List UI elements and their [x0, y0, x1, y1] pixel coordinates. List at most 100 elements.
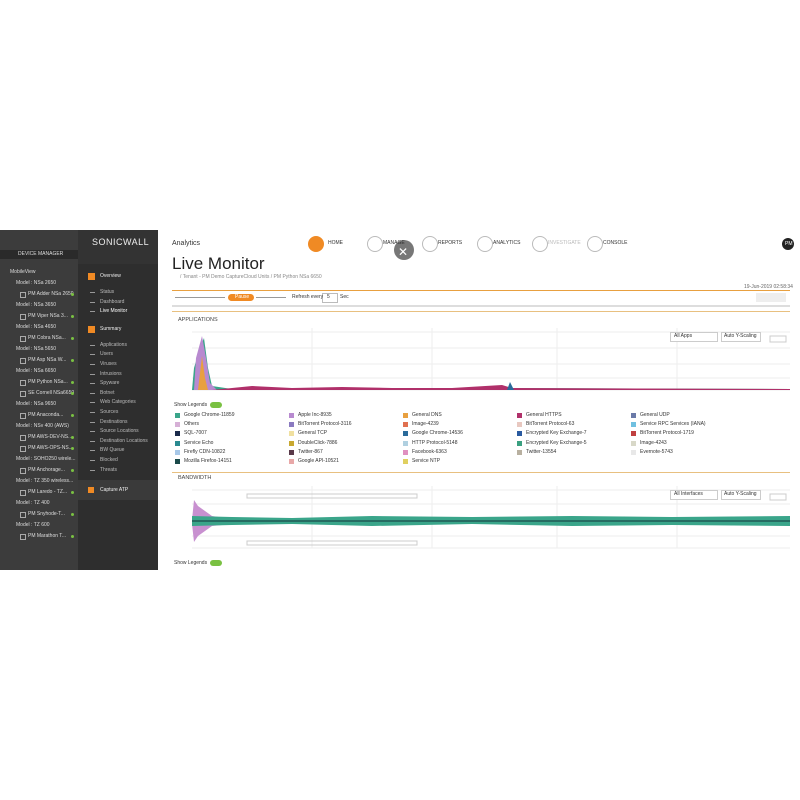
scaling[interactable]: Auto Y-Scaling — [724, 333, 757, 339]
tree-model[interactable]: Model : NSa 9650 — [16, 401, 57, 407]
tree-model[interactable]: Model : NSa 5650 — [16, 346, 57, 352]
nav-section[interactable]: Overview — [100, 273, 121, 279]
avatar[interactable] — [782, 238, 794, 250]
nav-item[interactable]: Blocked — [100, 457, 118, 463]
tree-unit[interactable]: PM Cobra NSa... — [28, 335, 66, 341]
tree-unit[interactable]: PM Asp NSa W... — [28, 357, 67, 363]
tree-model[interactable]: Model : TZ 600 — [16, 522, 50, 528]
toggle[interactable] — [210, 402, 222, 408]
tree-unit[interactable]: SE Cornell NSa6650 — [28, 390, 75, 396]
legend-label[interactable]: DoubleClick-7886 — [298, 439, 338, 446]
nav-section[interactable]: Summary — [100, 325, 122, 332]
tree-unit[interactable]: PM Python NSa... — [28, 379, 68, 385]
tree-model[interactable]: Model : SOHO250 wirele... — [16, 456, 76, 462]
legend-label[interactable]: Service Echo — [184, 439, 214, 446]
legend-label[interactable]: Twitter-867 — [298, 448, 323, 455]
user-initials[interactable]: PM — [785, 241, 793, 247]
nav-item[interactable]: Intrusions — [100, 370, 122, 377]
refresh-input[interactable] — [322, 293, 338, 303]
legend-label[interactable]: Service RPC Services (IANA) — [640, 421, 706, 428]
legend-label[interactable]: Evernote-5743 — [640, 448, 673, 455]
legend-label[interactable]: Encrypted Key Exchange-7 — [526, 430, 587, 437]
nav-item[interactable]: Threats — [100, 466, 117, 473]
nav-tab[interactable]: CONSOLE — [603, 240, 628, 246]
pause-button[interactable] — [228, 294, 254, 301]
legend-label[interactable]: Google Chrome-11859 — [184, 412, 235, 418]
nav-item[interactable]: Viruses — [100, 361, 117, 367]
legend-label[interactable]: Google Chrome-14536 — [412, 430, 463, 437]
legend-label[interactable]: Twitter-13554 — [526, 448, 557, 455]
legend-label[interactable]: General DNS — [412, 412, 442, 418]
tree-unit[interactable]: PM Marathon T... — [28, 533, 66, 539]
legend-label[interactable]: General UDP — [640, 412, 670, 418]
nav-tab[interactable]: REPORTS — [438, 240, 463, 246]
home-icon[interactable] — [308, 236, 324, 252]
tree-model[interactable]: Model : NSa 6650 — [16, 368, 57, 374]
refresh-value[interactable]: 5 — [327, 294, 330, 300]
view-toggle[interactable] — [756, 293, 786, 302]
nav-item[interactable]: Status — [100, 289, 115, 295]
nav-item[interactable]: Sources — [100, 409, 119, 415]
tree-unit[interactable]: PM Snyhode-T... — [28, 511, 65, 517]
tree-model[interactable]: Model : NSa 2650 — [16, 280, 57, 286]
legend-label[interactable]: BitTorrent Protocol-3116 — [298, 421, 352, 428]
nav-item[interactable]: Web Categories — [100, 399, 136, 406]
unit-check — [20, 490, 26, 496]
nav-item[interactable]: Applications — [100, 341, 127, 348]
nav-tab[interactable]: MANAGE — [383, 240, 405, 246]
nav-item[interactable]: Dashboard — [100, 298, 125, 305]
tree-unit[interactable]: PM Adder NSa 2650 — [28, 291, 74, 297]
tree-unit[interactable]: PM Laredo - TZ... — [28, 489, 68, 495]
legend-label[interactable]: HTTP Protocol-5148 — [412, 439, 458, 446]
filter[interactable]: All Interfaces — [674, 491, 703, 497]
legend-label[interactable]: Service NTP — [412, 458, 441, 464]
tree-unit[interactable]: PM AWS-DEV-NS... — [28, 434, 73, 440]
pause-label[interactable]: Pause — [235, 294, 250, 300]
tree-model[interactable]: Model : NSa 3650 — [16, 302, 57, 308]
legend-swatch — [289, 449, 294, 455]
legend-label[interactable]: General TCP — [298, 430, 328, 437]
unit-check — [20, 534, 26, 540]
tree-unit[interactable]: PM Anchorage... — [28, 467, 65, 473]
legend-label[interactable]: Facebook-6363 — [412, 448, 447, 455]
nav-item[interactable]: Live Monitor — [100, 308, 128, 315]
close-button[interactable] — [394, 240, 414, 260]
legend-label[interactable]: General HTTPS — [526, 412, 562, 418]
nav-item[interactable]: BW Queue — [100, 447, 125, 454]
legend-label[interactable]: BitTorrent Protocol-1719 — [640, 430, 694, 437]
tree-unit[interactable]: PM Viper NSa 3... — [28, 313, 68, 319]
nav-item[interactable]: Spyware — [100, 380, 120, 387]
toggle[interactable] — [210, 560, 222, 566]
nav-tab[interactable]: HOME — [328, 240, 343, 246]
tree-model[interactable]: Model : NSv 400 (AWS) — [16, 423, 69, 429]
legend-label[interactable]: Mozilla Firefox-14151 — [184, 458, 232, 464]
legend-label[interactable]: SQL-7007 — [184, 430, 207, 437]
legend-label[interactable]: Others — [184, 421, 200, 428]
nav-item[interactable]: Destinations — [100, 418, 128, 425]
nav-item[interactable]: Users — [100, 351, 114, 358]
tree-model[interactable]: Model : NSa 4650 — [16, 324, 57, 330]
legend-label[interactable]: Image-4239 — [412, 421, 439, 428]
nav-tab[interactable]: INVESTIGATE — [548, 240, 581, 246]
nav-item[interactable]: Source Locations — [100, 428, 139, 435]
tree-unit[interactable]: PM AWS-OPS-NS... — [28, 445, 73, 451]
tree-root[interactable]: MobileView — [10, 269, 36, 275]
nav-item[interactable]: Capture ATP — [100, 487, 129, 493]
legend-label[interactable]: Google API-10521 — [298, 458, 339, 464]
legend-label[interactable]: Image-4243 — [640, 439, 667, 446]
tree-model[interactable]: Model : TZ 400 — [16, 500, 50, 506]
tree-unit[interactable]: PM Anaconda... — [28, 412, 64, 418]
nav-tab[interactable]: ANALYTICS — [493, 240, 521, 246]
nav-item[interactable]: Destination Locations — [100, 437, 148, 444]
filter[interactable]: All Apps — [674, 333, 693, 339]
legend-label[interactable]: Firefly CDN-10822 — [184, 448, 226, 455]
scaling[interactable]: Auto Y-Scaling — [724, 491, 757, 497]
close-icon[interactable]: ✕ — [398, 245, 409, 259]
legend-label[interactable]: Apple Inc-8935 — [298, 412, 332, 418]
legend-label[interactable]: Encrypted Key Exchange-5 — [526, 439, 587, 446]
legend-swatch — [175, 413, 180, 418]
legend-label[interactable]: BitTorrent Protocol-63 — [526, 421, 575, 428]
tree-model[interactable]: Model : TZ 350 wireless... — [16, 478, 74, 484]
legend-swatch — [403, 413, 408, 418]
nav-item[interactable]: Botnet — [100, 389, 115, 396]
